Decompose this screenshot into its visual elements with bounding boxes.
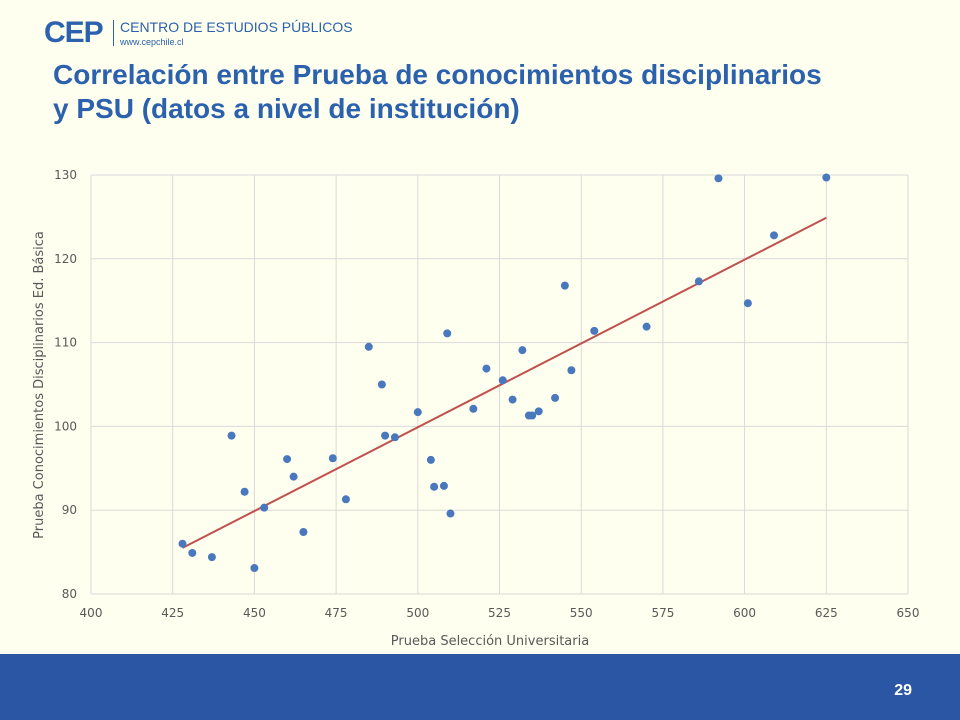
data-point xyxy=(328,454,337,463)
data-point xyxy=(250,564,259,573)
data-point xyxy=(289,472,298,481)
y-tick-label: 90 xyxy=(62,503,77,517)
x-tick-label: 450 xyxy=(243,606,266,620)
data-point xyxy=(443,329,452,338)
data-point xyxy=(426,455,435,464)
data-point xyxy=(240,487,249,496)
data-point xyxy=(299,527,308,536)
y-tick-label: 120 xyxy=(54,252,77,266)
data-point xyxy=(260,503,269,512)
page-number: 29 xyxy=(894,682,912,699)
data-point xyxy=(508,395,517,404)
data-point xyxy=(560,281,569,290)
data-point xyxy=(188,548,197,557)
data-point xyxy=(227,431,236,440)
y-axis-label: Prueba Conocimientos Disciplinarios Ed. … xyxy=(32,231,47,539)
chart-gridlines xyxy=(90,174,909,595)
x-tick-label: 650 xyxy=(897,606,920,620)
data-point xyxy=(822,173,831,182)
data-point xyxy=(528,411,537,420)
y-tick-label: 110 xyxy=(54,336,77,350)
logo-institution-name: CENTRO DE ESTUDIOS PÚBLICOS xyxy=(120,19,353,35)
data-point xyxy=(567,366,576,375)
data-points xyxy=(178,173,831,573)
data-point xyxy=(770,231,779,240)
slide-title-line-1: Correlación entre Prueba de conocimiento… xyxy=(53,59,822,90)
logo-url: www.cepchile.cl xyxy=(120,37,184,47)
data-point xyxy=(642,322,651,331)
scatter-chart: 400 425 450 475 500 525 550 575 600 625 650 80 90 10… xyxy=(32,168,920,649)
data-point xyxy=(446,509,455,518)
data-point xyxy=(178,539,187,548)
data-point xyxy=(482,364,491,373)
data-point xyxy=(283,455,292,464)
x-tick-label: 600 xyxy=(733,606,756,620)
y-tick-label: 130 xyxy=(54,168,77,182)
x-tick-label: 425 xyxy=(161,606,184,620)
data-point xyxy=(518,346,527,355)
data-point xyxy=(743,299,752,308)
x-tick-label: 625 xyxy=(815,606,838,620)
y-tick-label: 100 xyxy=(54,419,77,433)
data-point xyxy=(207,553,216,562)
x-axis-label: Prueba Selección Universitaria xyxy=(391,634,589,649)
x-axis-tick-labels: 400 425 450 475 500 525 550 575 600 625 650 xyxy=(80,606,920,620)
x-tick-label: 525 xyxy=(488,606,511,620)
x-tick-label: 500 xyxy=(406,606,429,620)
slide-title: Correlación entre Prueba de conocimiento… xyxy=(53,58,943,126)
data-point xyxy=(714,174,723,183)
y-axis-tick-labels: 80 90 100 110 120 130 xyxy=(54,168,77,601)
data-point xyxy=(590,326,599,335)
data-point xyxy=(439,481,448,490)
data-point xyxy=(364,342,373,351)
y-tick-label: 80 xyxy=(62,587,77,601)
data-point xyxy=(413,408,422,417)
data-point xyxy=(390,433,399,442)
data-point xyxy=(534,407,543,416)
x-tick-label: 575 xyxy=(651,606,674,620)
x-tick-label: 475 xyxy=(325,606,348,620)
data-point xyxy=(381,431,390,440)
logo-acronym: CEP xyxy=(44,16,104,49)
data-point xyxy=(694,277,703,286)
logo-divider xyxy=(113,20,114,46)
data-point xyxy=(341,495,350,504)
footer-bar: 29 xyxy=(0,654,960,720)
x-tick-label: 550 xyxy=(570,606,593,620)
slide-title-line-2: y PSU (datos a nivel de institución) xyxy=(53,93,520,124)
data-point xyxy=(498,376,507,385)
x-tick-label: 400 xyxy=(80,606,103,620)
data-point xyxy=(551,393,560,402)
data-point xyxy=(430,482,439,491)
data-point xyxy=(469,404,478,413)
data-point xyxy=(377,380,386,389)
